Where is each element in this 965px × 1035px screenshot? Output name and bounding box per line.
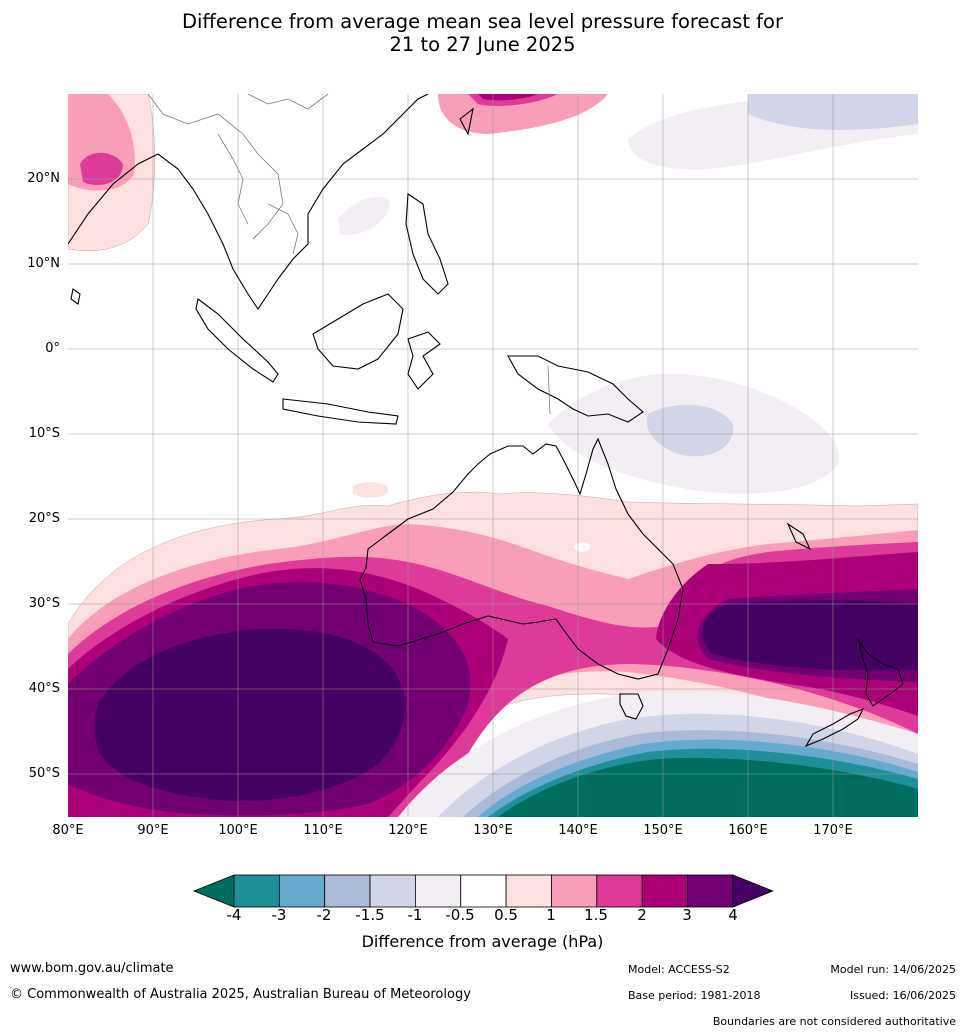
graticule bbox=[68, 94, 918, 817]
map-svg bbox=[68, 94, 918, 817]
java-coastline bbox=[282, 398, 399, 425]
colorbar-segment bbox=[596, 874, 643, 908]
colorbar-tick-4: 4 bbox=[728, 906, 738, 924]
anomaly-nw-positive-3 bbox=[80, 152, 123, 185]
anomaly-india-negative-1 bbox=[338, 196, 390, 235]
coastlines bbox=[68, 94, 904, 748]
colorbar-title: Difference from average (hPa) bbox=[361, 932, 604, 951]
colorbar-tick-neg1: -1 bbox=[407, 906, 423, 924]
colorbar-segment bbox=[641, 874, 688, 908]
colorbar-tick-neg3: -3 bbox=[271, 906, 287, 924]
colorbar-segment bbox=[551, 874, 598, 908]
lon-label-170e: 170°E bbox=[813, 823, 853, 838]
lat-label-40s: 40°S bbox=[28, 681, 60, 696]
australia-coastline bbox=[359, 437, 684, 680]
colorbar-tick-neg0.5: -0.5 bbox=[445, 906, 475, 924]
anomaly-small-white-patch bbox=[573, 542, 591, 552]
colorbar-tick-1.5: 1.5 bbox=[584, 906, 608, 924]
lat-label-10s: 10°S bbox=[28, 426, 60, 441]
colorbar-tick-neg1.5: -1.5 bbox=[355, 906, 385, 924]
colorbar-segment bbox=[233, 874, 280, 908]
anomaly-coral-sea-negative-2 bbox=[646, 404, 734, 457]
anomaly-core-above-4 bbox=[94, 600, 918, 801]
colorbar-segment bbox=[369, 874, 416, 908]
title-line-1: Difference from average mean sea level p… bbox=[182, 10, 783, 33]
country-borders bbox=[147, 94, 551, 415]
footer-website: www.bom.gov.au/climate bbox=[10, 961, 174, 976]
lon-label-90e: 90°E bbox=[137, 823, 169, 838]
lat-label-0: 0° bbox=[45, 341, 60, 356]
sumatra-coastline bbox=[195, 298, 279, 383]
lon-label-130e: 130°E bbox=[473, 823, 513, 838]
colorbar-arrow-high bbox=[732, 874, 774, 908]
footer-disclaimer: Boundaries are not considered authoritat… bbox=[712, 1015, 956, 1028]
colorbar-segment bbox=[460, 874, 507, 908]
fiji-vanuatu-coastline bbox=[786, 522, 812, 551]
footer-model-run: Model run: 14/06/2025 bbox=[830, 963, 956, 976]
colorbar-tick-0.5: 0.5 bbox=[494, 906, 518, 924]
footer-issued: Issued: 16/06/2025 bbox=[849, 989, 956, 1002]
asia-mainland-coastline bbox=[68, 94, 429, 310]
anomaly-band-neg-4 bbox=[498, 757, 918, 817]
new-guinea-coastline bbox=[507, 355, 644, 423]
new-zealand-north-island-coastline bbox=[857, 638, 904, 707]
borneo-coastline bbox=[312, 293, 404, 370]
lon-label-160e: 160°E bbox=[728, 823, 768, 838]
footer-copyright: © Commonwealth of Australia 2025, Austra… bbox=[10, 987, 471, 1002]
colorbar-segment bbox=[324, 874, 371, 908]
lon-label-100e: 100°E bbox=[218, 823, 258, 838]
lon-label-120e: 120°E bbox=[388, 823, 428, 838]
footer-base-period: Base period: 1981-2018 bbox=[628, 989, 761, 1002]
lat-label-20s: 20°S bbox=[28, 511, 60, 526]
tasmania-coastline bbox=[619, 693, 644, 720]
title-line-2: 21 to 27 June 2025 bbox=[389, 33, 576, 56]
colorbar-tick-3: 3 bbox=[682, 906, 692, 924]
new-zealand-south-island-coastline bbox=[804, 707, 865, 748]
lon-label-150e: 150°E bbox=[643, 823, 683, 838]
map-frame bbox=[68, 94, 918, 817]
map-title: Difference from average mean sea level p… bbox=[0, 10, 965, 56]
colorbar bbox=[192, 874, 774, 908]
lat-label-50s: 50°S bbox=[28, 766, 60, 781]
lon-label-80e: 80°E bbox=[52, 823, 84, 838]
colorbar-tick-1: 1 bbox=[546, 906, 556, 924]
sulawesi-coastline bbox=[407, 331, 441, 390]
sri-lanka-coastline bbox=[70, 288, 81, 305]
lat-label-20n: 20°N bbox=[27, 171, 60, 186]
colorbar-segment bbox=[414, 874, 462, 908]
colorbar-tick-neg4: -4 bbox=[226, 906, 242, 924]
pressure-anomaly-map bbox=[68, 94, 918, 817]
lon-label-110e: 110°E bbox=[303, 823, 343, 838]
colorbar-segment bbox=[505, 874, 552, 908]
lon-label-140e: 140°E bbox=[558, 823, 598, 838]
colorbar-segment bbox=[687, 874, 734, 908]
colorbar-tick-2: 2 bbox=[637, 906, 647, 924]
lat-label-10n: 10°N bbox=[27, 256, 60, 271]
colorbar-tick-neg2: -2 bbox=[316, 906, 332, 924]
colorbar-arrow-low bbox=[192, 874, 235, 908]
footer-model: Model: ACCESS-S2 bbox=[628, 963, 730, 976]
lat-label-30s: 30°S bbox=[28, 596, 60, 611]
philippines-coastline bbox=[405, 193, 449, 295]
anomaly-australia-small-patch bbox=[353, 482, 389, 498]
japan-islands-coastline bbox=[459, 107, 474, 136]
colorbar-segment bbox=[278, 874, 326, 908]
